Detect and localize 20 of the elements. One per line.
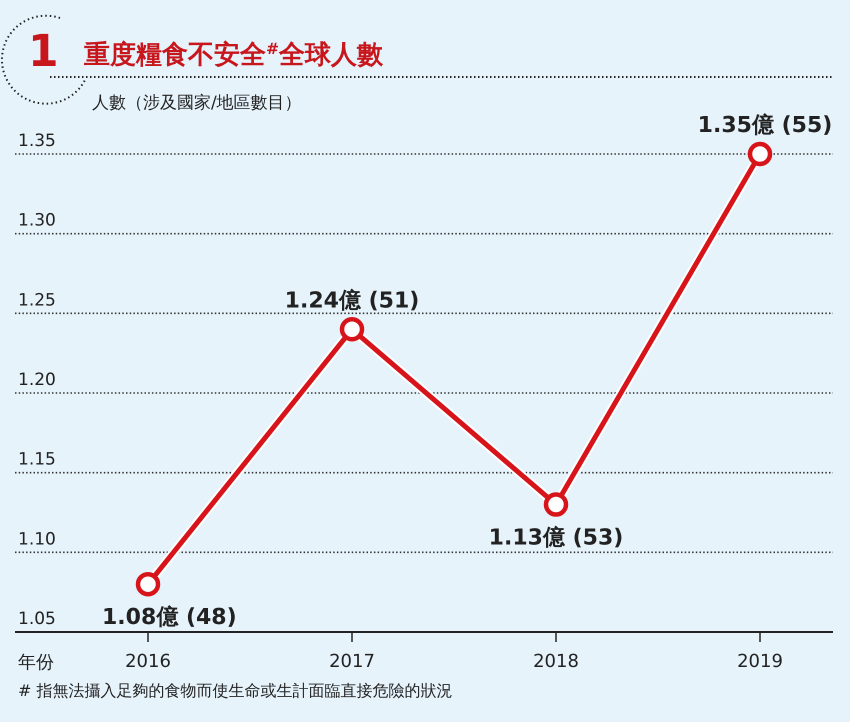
y-tick-label: 1.10: [18, 529, 56, 550]
y-tick-label: 1.20: [18, 370, 56, 390]
text: 1: [28, 26, 59, 77]
y-axis-title: 人數（涉及國家/地區數目）: [92, 93, 302, 113]
y-tick-label: 1.25: [18, 290, 56, 310]
y-tick-label: 1.30: [18, 210, 56, 231]
y-tick-label: 1.05: [18, 609, 56, 629]
x-tick-label: 2019: [737, 651, 783, 672]
data-label: 1.08億 (48): [102, 605, 237, 630]
y-tick-label: 1.35: [18, 131, 56, 151]
x-axis-title: 年份: [18, 652, 54, 673]
chart-title: 重度糧食不安全$^{#}$全球人數: [83, 40, 384, 70]
data-label: 1.13億 (53): [488, 526, 624, 551]
y-tick-label: 1.15: [18, 450, 56, 470]
x-tick-label: 2016: [125, 651, 171, 672]
data-label: 1.24億 (51): [284, 288, 420, 314]
text: # 指無法攝入足夠的食物而使生命或生計面臨直接危險的狀況: [18, 681, 452, 700]
data-label: 1.35億 (55): [698, 113, 832, 138]
x-tick-label: 2018: [533, 651, 579, 672]
x-tick-label: 2017: [329, 651, 375, 672]
